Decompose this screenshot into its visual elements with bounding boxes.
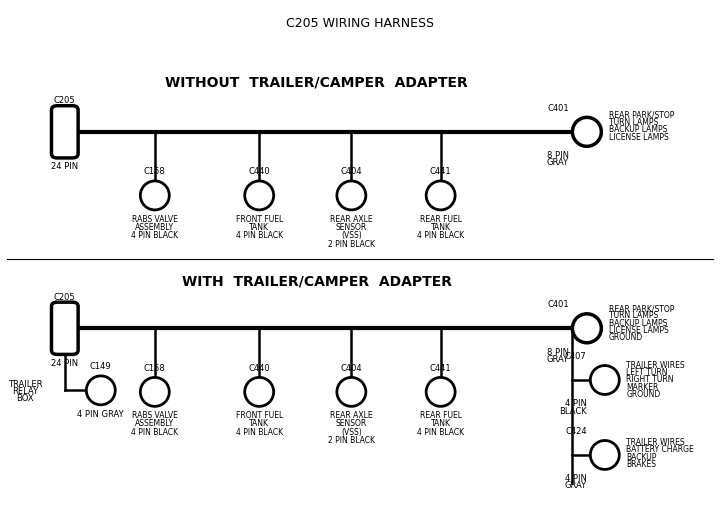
Text: REAR FUEL: REAR FUEL	[420, 411, 462, 420]
Text: LICENSE LAMPS: LICENSE LAMPS	[608, 326, 668, 335]
Text: C440: C440	[248, 363, 270, 373]
Text: REAR AXLE: REAR AXLE	[330, 411, 373, 420]
Text: ASSEMBLY: ASSEMBLY	[135, 419, 174, 429]
Ellipse shape	[572, 117, 601, 146]
Text: 4 PIN BLACK: 4 PIN BLACK	[417, 231, 464, 240]
Text: ASSEMBLY: ASSEMBLY	[135, 223, 174, 232]
Text: C401: C401	[547, 103, 569, 113]
Text: C440: C440	[248, 167, 270, 176]
Text: 4 PIN: 4 PIN	[565, 474, 587, 483]
Text: C407: C407	[565, 352, 587, 361]
Text: TRAILER WIRES: TRAILER WIRES	[626, 361, 685, 370]
Text: 4 PIN BLACK: 4 PIN BLACK	[131, 231, 179, 240]
Ellipse shape	[140, 377, 169, 406]
Ellipse shape	[572, 314, 601, 343]
Text: BLACK: BLACK	[559, 406, 587, 416]
Text: C205: C205	[54, 293, 76, 301]
Text: C158: C158	[144, 363, 166, 373]
Text: REAR FUEL: REAR FUEL	[420, 215, 462, 224]
Text: RELAY: RELAY	[12, 387, 38, 396]
Text: C404: C404	[341, 167, 362, 176]
Text: REAR AXLE: REAR AXLE	[330, 215, 373, 224]
Text: GROUND: GROUND	[626, 390, 661, 399]
FancyBboxPatch shape	[52, 302, 78, 355]
Text: GROUND: GROUND	[608, 333, 643, 342]
Text: 4 PIN BLACK: 4 PIN BLACK	[131, 428, 179, 437]
Text: TURN LAMPS: TURN LAMPS	[608, 118, 658, 127]
Text: C158: C158	[144, 167, 166, 176]
Ellipse shape	[337, 377, 366, 406]
Text: (VSS): (VSS)	[341, 428, 361, 437]
Ellipse shape	[590, 366, 619, 394]
Text: 2 PIN BLACK: 2 PIN BLACK	[328, 239, 375, 249]
Text: 4 PIN BLACK: 4 PIN BLACK	[417, 428, 464, 437]
Text: C441: C441	[430, 363, 451, 373]
Text: C149: C149	[90, 362, 112, 371]
Text: BACKUP: BACKUP	[626, 452, 657, 462]
Text: LICENSE LAMPS: LICENSE LAMPS	[608, 132, 668, 142]
Text: (VSS): (VSS)	[341, 231, 361, 240]
Text: TANK: TANK	[431, 223, 451, 232]
Text: C424: C424	[565, 427, 587, 436]
Text: 8 PIN: 8 PIN	[546, 151, 569, 160]
Text: GRAY: GRAY	[564, 481, 587, 491]
Text: 4 PIN BLACK: 4 PIN BLACK	[235, 231, 283, 240]
Text: SENSOR: SENSOR	[336, 419, 367, 429]
Text: TURN LAMPS: TURN LAMPS	[608, 311, 658, 321]
Ellipse shape	[245, 377, 274, 406]
Text: WITHOUT  TRAILER/CAMPER  ADAPTER: WITHOUT TRAILER/CAMPER ADAPTER	[166, 75, 468, 90]
Text: MARKER: MARKER	[626, 383, 659, 392]
Text: BACKUP LAMPS: BACKUP LAMPS	[608, 125, 667, 134]
Text: RABS VALVE: RABS VALVE	[132, 215, 178, 224]
Text: 24 PIN: 24 PIN	[51, 359, 78, 368]
Text: BRAKES: BRAKES	[626, 460, 657, 469]
Ellipse shape	[245, 181, 274, 210]
Ellipse shape	[337, 181, 366, 210]
Ellipse shape	[426, 377, 455, 406]
Text: C404: C404	[341, 363, 362, 373]
Text: FRONT FUEL: FRONT FUEL	[235, 215, 283, 224]
Text: TANK: TANK	[249, 223, 269, 232]
Text: FRONT FUEL: FRONT FUEL	[235, 411, 283, 420]
Ellipse shape	[426, 181, 455, 210]
Text: C205: C205	[54, 96, 76, 105]
Text: GRAY: GRAY	[546, 158, 569, 168]
Text: RIGHT TURN: RIGHT TURN	[626, 375, 674, 385]
Text: REAR PARK/STOP: REAR PARK/STOP	[608, 304, 674, 313]
Text: RABS VALVE: RABS VALVE	[132, 411, 178, 420]
Text: 8 PIN: 8 PIN	[546, 347, 569, 357]
Text: TANK: TANK	[249, 419, 269, 429]
Text: BACKUP LAMPS: BACKUP LAMPS	[608, 318, 667, 328]
Ellipse shape	[590, 440, 619, 469]
Text: WITH  TRAILER/CAMPER  ADAPTER: WITH TRAILER/CAMPER ADAPTER	[181, 275, 452, 289]
Text: SENSOR: SENSOR	[336, 223, 367, 232]
Text: C401: C401	[547, 300, 569, 309]
Text: 4 PIN BLACK: 4 PIN BLACK	[235, 428, 283, 437]
Text: 2 PIN BLACK: 2 PIN BLACK	[328, 436, 375, 445]
Text: TRAILER: TRAILER	[8, 379, 42, 389]
Text: 4 PIN: 4 PIN	[565, 399, 587, 408]
Text: C441: C441	[430, 167, 451, 176]
Text: TRAILER WIRES: TRAILER WIRES	[626, 438, 685, 447]
Text: BOX: BOX	[17, 394, 34, 403]
Text: TANK: TANK	[431, 419, 451, 429]
Text: LEFT TURN: LEFT TURN	[626, 368, 668, 377]
Text: 4 PIN GRAY: 4 PIN GRAY	[78, 409, 124, 419]
Ellipse shape	[86, 376, 115, 405]
Text: C205 WIRING HARNESS: C205 WIRING HARNESS	[286, 17, 434, 30]
Text: BATTERY CHARGE: BATTERY CHARGE	[626, 445, 694, 454]
Text: 24 PIN: 24 PIN	[51, 162, 78, 171]
Ellipse shape	[140, 181, 169, 210]
Text: REAR PARK/STOP: REAR PARK/STOP	[608, 111, 674, 120]
Text: GRAY: GRAY	[546, 355, 569, 364]
FancyBboxPatch shape	[52, 106, 78, 158]
